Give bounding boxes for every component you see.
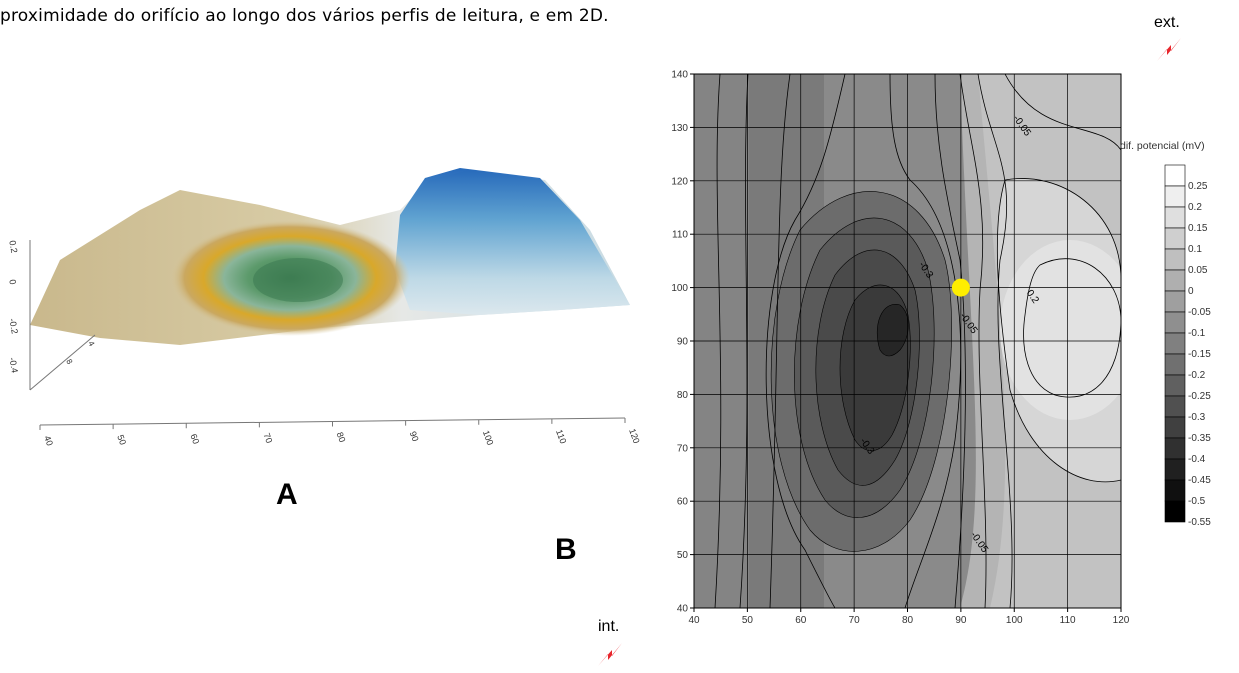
int-label: int.	[598, 618, 620, 635]
x-tick-label: 80	[335, 431, 348, 444]
legend-swatch	[1164, 332, 1186, 355]
legend-swatch	[1164, 479, 1186, 502]
surface-3d-chart: 40 50 60 70 80 90 100 110 120 0.2 0 -0.2 -0.4 4 8	[7, 168, 642, 447]
legend-swatch	[1164, 353, 1186, 376]
y-tick-label: 50	[677, 550, 689, 561]
legend-level-label: -0.55	[1188, 517, 1211, 528]
x-tick-label: 100	[1006, 615, 1023, 626]
legend-level-label: -0.25	[1188, 391, 1211, 402]
legend-level-label: 0.25	[1188, 181, 1208, 192]
legend-level-label: 0.05	[1188, 265, 1208, 276]
legend-level-label: -0.15	[1188, 349, 1211, 360]
x-tick-label: 50	[742, 615, 754, 626]
z-tick-label: -0.4	[7, 357, 20, 374]
legend-level-label: -0.2	[1188, 370, 1206, 381]
contour-line	[765, 74, 846, 608]
contour-line	[1004, 178, 1121, 281]
y-tick-label: 40	[677, 604, 689, 615]
x-tick-label: 40	[688, 615, 700, 626]
x-tick-label: 80	[902, 615, 914, 626]
x-tick-label: 120	[1113, 615, 1130, 626]
legend-swatch	[1164, 248, 1186, 271]
legend-swatch	[1164, 206, 1186, 229]
x-tick-label: 110	[1060, 615, 1076, 626]
y-tick-label: 60	[677, 497, 689, 508]
legend-swatch	[1164, 416, 1186, 439]
legend: dif. potencial (mV) 0.25 0.2 0.15 0.1 0.05 0 -…	[1120, 140, 1211, 528]
depth-tick-label: 4	[86, 340, 96, 349]
lightning-bolt-icon	[1157, 38, 1181, 61]
y-tick-label: 110	[672, 230, 688, 241]
legend-swatch	[1164, 227, 1186, 250]
y-tick-label: 90	[677, 337, 689, 348]
x-tick-label: 110	[554, 428, 568, 445]
legend-level-label: -0.05	[1188, 307, 1211, 318]
y-tick-label: 80	[677, 390, 689, 401]
legend-level-label: 0.2	[1188, 202, 1202, 213]
legend-level-label: 0	[1188, 286, 1194, 297]
contour-line	[1004, 74, 1121, 151]
contour-chart: 40 50 60 70 80 90 100 110 120 40 50 60 70 80 90 100 110…	[671, 70, 1130, 627]
legend-swatch	[1164, 458, 1186, 481]
contour-band	[876, 304, 909, 357]
contour-line	[769, 74, 791, 608]
panel-b-label: B	[555, 533, 577, 566]
legend-level-label: 0.1	[1188, 244, 1202, 255]
lightning-bolt-icon	[598, 643, 622, 666]
x-tick-label: 70	[849, 615, 861, 626]
legend-level-label: -0.45	[1188, 475, 1211, 486]
legend-level-label: -0.5	[1188, 496, 1206, 507]
x-tick-label: 50	[115, 433, 128, 446]
x-tick-label: 90	[955, 615, 967, 626]
legend-level-label: 0.15	[1188, 223, 1208, 234]
axis-depth	[29, 334, 96, 391]
legend-swatch	[1164, 185, 1186, 208]
contour-line	[739, 74, 749, 608]
legend-title: dif. potencial (mV)	[1120, 140, 1205, 152]
z-tick-label: 0.2	[7, 240, 19, 254]
legend-swatch	[1164, 500, 1186, 523]
x-tick-label: 100	[481, 429, 496, 447]
x-tick-label: 120	[627, 427, 642, 445]
x-tick-label: 90	[408, 430, 421, 443]
surface-depression-core	[253, 258, 343, 302]
legend-swatch	[1164, 290, 1186, 313]
legend-swatch	[1164, 164, 1186, 187]
x-tick-label: 60	[188, 433, 201, 446]
legend-level-label: -0.35	[1188, 433, 1211, 444]
legend-swatch	[1164, 374, 1186, 397]
legend-swatch	[1164, 311, 1186, 334]
x-tick-label: 60	[795, 615, 807, 626]
contour-line	[714, 74, 722, 608]
surface-hill	[395, 168, 630, 315]
legend-level-label: -0.1	[1188, 328, 1206, 339]
y-tick-label: 70	[677, 443, 689, 454]
z-tick-label: 0	[7, 279, 18, 286]
contour-line	[977, 74, 1013, 608]
panel-a-label: A	[276, 478, 298, 511]
legend-swatch	[1164, 437, 1186, 460]
caption-text: proximidade do orifício ao longo dos vár…	[0, 6, 609, 26]
orifice-marker	[951, 278, 970, 297]
legend-swatch	[1164, 269, 1186, 292]
contour-line	[959, 74, 987, 608]
ext-label: ext.	[1154, 14, 1180, 31]
y-tick-label: 100	[671, 283, 688, 294]
y-tick-label: 130	[671, 123, 688, 134]
legend-level-label: -0.4	[1188, 454, 1206, 465]
z-tick-label: -0.2	[7, 318, 20, 335]
x-tick-label: 70	[261, 432, 274, 445]
contour-line	[889, 74, 962, 608]
legend-swatch	[1164, 395, 1186, 418]
legend-level-label: -0.3	[1188, 412, 1206, 423]
depth-tick-label: 8	[64, 358, 74, 367]
y-tick-label: 120	[671, 176, 688, 187]
x-tick-label: 40	[42, 434, 55, 447]
y-tick-label: 140	[671, 70, 688, 81]
